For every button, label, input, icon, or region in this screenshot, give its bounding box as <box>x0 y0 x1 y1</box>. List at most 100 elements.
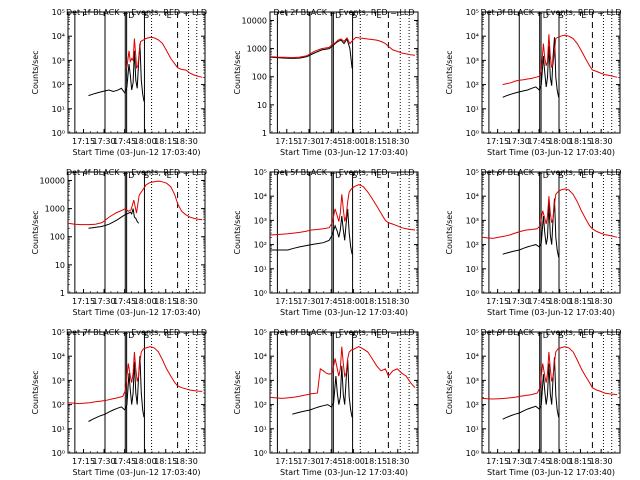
y-tick-label: 10⁵ <box>466 328 479 337</box>
interval-marker: S <box>559 11 564 20</box>
interval-marker: S <box>352 331 357 340</box>
y-tick-label: 10³ <box>254 376 267 385</box>
x-tick-label: 17:30 <box>507 297 530 306</box>
x-tick-label: 17:15 <box>486 297 509 306</box>
events-series-line <box>270 208 353 255</box>
x-axis-label: Start Time (03-Jun-12 17:03:40) <box>73 308 201 317</box>
x-tick-label: 18:15 <box>154 297 177 306</box>
interval-marker: E <box>581 331 586 340</box>
y-axis-label: Counts/sec <box>445 370 454 414</box>
x-tick-label: 18:30 <box>175 137 198 146</box>
y-tick-label: 10⁴ <box>52 32 65 41</box>
lld-series-line <box>269 346 416 399</box>
interval-marker: D <box>128 331 134 340</box>
y-axis-label: Counts/sec <box>31 50 40 94</box>
y-tick-label: 10⁰ <box>254 289 267 298</box>
panel-det-9: D S E 10⁰ 10¹ 10² 10³ 10⁴ 10⁵ 17:1517:3017:4518:0… <box>445 328 622 477</box>
x-tick-label: 18:00 <box>548 137 571 146</box>
y-tick-label: 10000 <box>40 176 65 185</box>
x-axis-label: Start Time (03-Jun-12 17:03:40) <box>73 148 201 157</box>
y-tick-label: 10² <box>254 401 267 410</box>
interval-marker: D <box>335 331 341 340</box>
x-tick-label: 18:15 <box>569 457 592 466</box>
x-tick-label: 18:00 <box>342 137 365 146</box>
y-tick-label: 10³ <box>52 56 65 65</box>
y-tick-label: 10¹ <box>466 105 479 114</box>
interval-marker: S <box>144 171 149 180</box>
y-tick-label: 10² <box>52 81 65 90</box>
y-tick-label: 1 <box>262 129 267 138</box>
x-tick-label: 17:15 <box>275 137 298 146</box>
interval-marker: E <box>377 171 382 180</box>
x-tick-label: 18:15 <box>569 137 592 146</box>
panel-title: Det 6f BLACK = Events, RED = LLD <box>480 168 621 177</box>
interval-marker: D <box>543 11 549 20</box>
y-tick-label: 10⁰ <box>52 129 65 138</box>
interval-marker: E <box>377 331 382 340</box>
x-axis-label: Start Time (03-Jun-12 17:03:40) <box>487 148 615 157</box>
y-axis-label: Counts/sec <box>31 210 40 254</box>
panel-title: Det 1f BLACK = Events, RED = LLD <box>66 8 207 17</box>
lld-series-line <box>502 34 618 86</box>
events-series-line <box>88 208 140 229</box>
x-tick-label: 18:30 <box>386 137 409 146</box>
y-tick-label: 10⁴ <box>254 192 267 201</box>
x-tick-label: 18:15 <box>364 137 387 146</box>
y-axis-label: Counts/sec <box>233 50 242 94</box>
lld-series-line <box>67 180 203 226</box>
interval-marker: E <box>167 331 172 340</box>
x-tick-label: 18:00 <box>134 297 157 306</box>
x-tick-label: 18:15 <box>364 457 387 466</box>
y-tick-label: 10⁵ <box>254 328 267 337</box>
y-tick-label: 10¹ <box>466 425 479 434</box>
interval-marker: S <box>144 11 149 20</box>
x-tick-label: 18:00 <box>548 297 571 306</box>
lld-series-line <box>269 36 416 59</box>
lld-series-line <box>269 184 416 236</box>
lld-series-line <box>481 188 618 239</box>
x-tick-label: 18:30 <box>590 297 613 306</box>
x-tick-label: 17:45 <box>113 457 136 466</box>
x-tick-label: 17:15 <box>275 457 298 466</box>
interval-marker: S <box>352 171 357 180</box>
x-tick-label: 17:15 <box>72 297 95 306</box>
x-axis-label: Start Time (03-Jun-12 17:03:40) <box>487 468 615 477</box>
x-tick-label: 17:30 <box>507 457 530 466</box>
x-tick-label: 17:45 <box>528 137 551 146</box>
events-series-line <box>502 37 560 98</box>
y-tick-label: 100 <box>252 73 267 82</box>
y-tick-label: 10³ <box>466 56 479 65</box>
y-tick-label: 1000 <box>45 205 65 214</box>
x-tick-label: 17:30 <box>297 137 320 146</box>
interval-marker: D <box>128 11 134 20</box>
y-tick-label: 10¹ <box>254 265 267 274</box>
x-tick-label: 18:30 <box>386 457 409 466</box>
plot-frame <box>481 11 621 134</box>
events-series-line <box>292 359 353 418</box>
y-tick-label: 10 <box>257 101 267 110</box>
x-tick-label: 17:15 <box>486 457 509 466</box>
y-axis-label: Counts/sec <box>233 210 242 254</box>
x-tick-label: 18:30 <box>590 137 613 146</box>
y-tick-label: 10⁵ <box>52 8 65 17</box>
lld-series-line <box>126 36 203 78</box>
x-axis-label: Start Time (03-Jun-12 17:03:40) <box>73 468 201 477</box>
y-tick-label: 10⁰ <box>466 129 479 138</box>
panel-title: Det 9f BLACK = Events, RED = LLD <box>480 328 621 337</box>
x-tick-label: 17:45 <box>113 297 136 306</box>
y-tick-label: 10³ <box>466 216 479 225</box>
plot-frame <box>269 331 419 454</box>
interval-marker: E <box>581 11 586 20</box>
y-tick-label: 10⁴ <box>466 192 479 201</box>
lld-series-line <box>67 346 203 405</box>
interval-marker: D <box>335 11 341 20</box>
panel-title: Det 4f BLACK = Events, RED = LLD <box>66 168 207 177</box>
x-tick-label: 17:45 <box>528 457 551 466</box>
plot-frame <box>269 11 419 134</box>
y-axis-label: Counts/sec <box>445 50 454 94</box>
y-tick-label: 10² <box>466 241 479 250</box>
y-tick-label: 10¹ <box>254 425 267 434</box>
y-tick-label: 10000 <box>242 16 267 25</box>
x-tick-label: 17:30 <box>93 457 116 466</box>
